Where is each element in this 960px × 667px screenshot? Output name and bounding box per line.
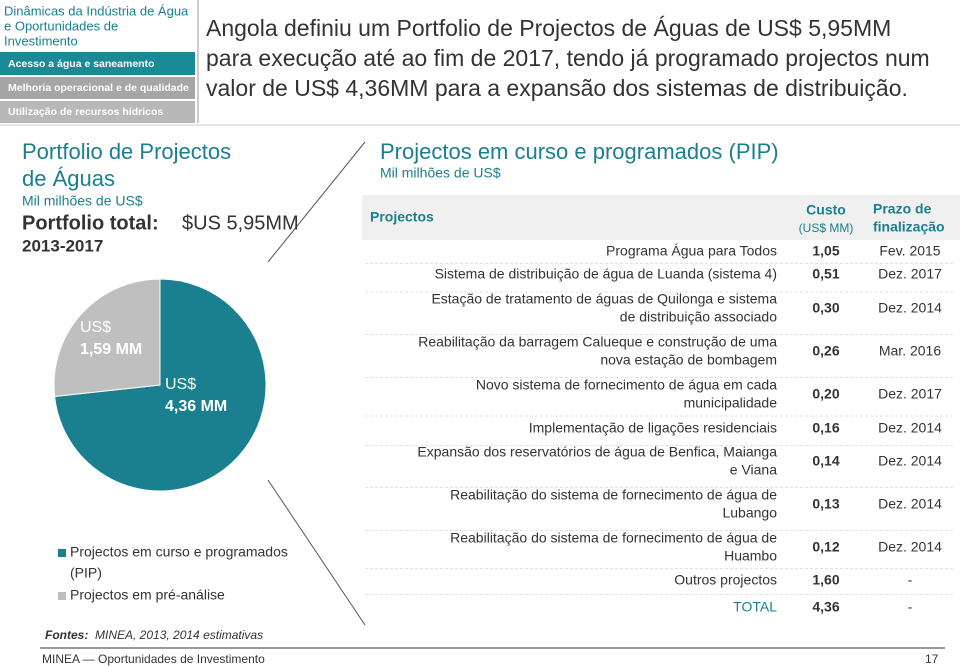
row-deadline: Fev. 2015 [879, 243, 940, 259]
row-cost: 0,51 [812, 266, 839, 282]
legend-swatch [58, 592, 66, 600]
legend-label: Projectos em pré-análise [70, 587, 225, 603]
row-name: Estação de tratamento de águas de Quilon… [431, 291, 777, 307]
sources-label: Fontes: [45, 628, 88, 642]
row-deadline: Dez. 2014 [878, 496, 942, 512]
col-header: Custo [806, 202, 846, 218]
panel-subtitle: Mil milhões de US$ [22, 193, 143, 209]
connector [267, 479, 366, 626]
pie-slice [53, 278, 161, 398]
header-title: Angola definiu um Portfolio de Projectos… [206, 15, 891, 41]
sidebar-title: e Oportunidades de [4, 18, 118, 33]
row-name: Expansão dos reservatórios de água de Be… [417, 444, 777, 460]
row-name: Reabilitação da barragem Calueque e cons… [418, 334, 777, 350]
connector [267, 141, 366, 263]
slice-label-prefix: US$ [80, 319, 111, 336]
row-cost: 1,05 [812, 243, 839, 259]
page-number: 17 [925, 652, 939, 666]
row-name: Novo sistema de fornecimento de água em … [476, 377, 777, 393]
row-deadline: Dez. 2017 [878, 386, 942, 402]
panel-title: Portfolio de Projectos [22, 139, 231, 164]
sidebar-title: Investimento [4, 33, 78, 48]
slice-label: 1,59 MM [80, 341, 142, 358]
col-header: (US$ MM) [799, 221, 854, 235]
sidebar-title: Dinâmicas da Indústria de Água [4, 3, 189, 18]
menu-label[interactable]: Acesso a água e saneamento [8, 58, 154, 70]
row-deadline: - [908, 599, 913, 615]
legend-label: (PIP) [70, 565, 102, 581]
menu-item[interactable] [0, 77, 195, 99]
row-cost: 0,16 [812, 420, 839, 436]
header-title: para execução até ao fim de 2017, tendo … [206, 45, 930, 71]
row-deadline: Dez. 2014 [878, 300, 942, 316]
slice-label-prefix: US$ [165, 376, 196, 393]
col-header: finalização [873, 219, 945, 235]
row-cost: 1,60 [812, 572, 839, 588]
menu-label[interactable]: Utilização de recursos hídricos [8, 106, 163, 118]
row-cost: 0,20 [812, 386, 839, 402]
row-name: Reabilitação do sistema de fornecimento … [450, 487, 777, 503]
row-deadline: Dez. 2014 [878, 420, 942, 436]
total-label: Portfolio total: [22, 212, 159, 234]
header-title: valor de US$ 4,36MM para a expansão dos … [206, 75, 908, 101]
menu-label[interactable]: Melhoria operacional e de qualidade [8, 82, 189, 94]
row-cost: 0,30 [812, 300, 839, 316]
row-cost: 0,13 [812, 496, 839, 512]
row-name: Reabilitação do sistema de fornecimento … [450, 530, 777, 546]
row-name: nova estação de bombagem [600, 352, 777, 368]
table-header-bg [362, 195, 960, 240]
footer-org: MINEA — Oportunidades de Investimento [42, 652, 265, 666]
row-name: Outros projectos [674, 572, 777, 588]
row-cost: 4,36 [812, 599, 839, 615]
panel-subtitle: Mil milhões de US$ [380, 165, 501, 181]
period: 2013-2017 [22, 236, 103, 255]
panel-title: de Águas [22, 166, 115, 191]
total-value: $US 5,95MM [182, 212, 299, 234]
row-deadline: Mar. 2016 [879, 343, 941, 359]
slice-label: 4,36 MM [165, 398, 227, 415]
panel-title: Projectos em curso e programados (PIP) [380, 139, 779, 164]
row-deadline: - [908, 572, 913, 588]
row-name: de distribuição associado [620, 309, 777, 325]
row-deadline: Dez. 2014 [878, 539, 942, 555]
menu-item[interactable] [0, 101, 195, 123]
col-header: Prazo de [873, 201, 932, 217]
row-name: Sistema de distribuição de água de Luand… [435, 266, 777, 282]
row-cost: 0,26 [812, 343, 839, 359]
row-name: e Viana [730, 462, 777, 478]
row-name: Lubango [722, 505, 777, 521]
row-name: TOTAL [733, 599, 777, 615]
row-name: Huambo [724, 548, 777, 564]
legend-label: Projectos em curso e programados [70, 544, 288, 560]
row-cost: 0,14 [812, 453, 839, 469]
row-name: Implementação de ligações residenciais [529, 420, 777, 436]
row-deadline: Dez. 2014 [878, 453, 942, 469]
row-name: Programa Água para Todos [606, 243, 777, 259]
row-name: municipalidade [684, 395, 778, 411]
col-header: Projectos [370, 209, 434, 225]
sources: MINEA, 2013, 2014 estimativas [95, 628, 263, 642]
row-deadline: Dez. 2017 [878, 266, 942, 282]
row-cost: 0,12 [812, 539, 839, 555]
menu-active[interactable] [0, 52, 195, 75]
legend-swatch [58, 549, 66, 557]
